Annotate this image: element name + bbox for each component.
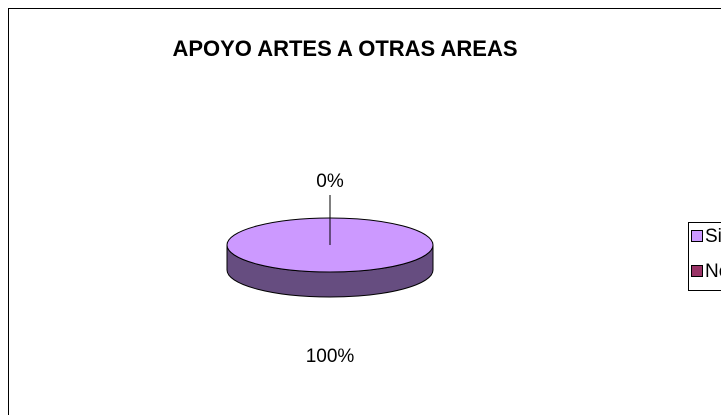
data-label: 0% — [316, 171, 344, 192]
legend-swatch — [692, 231, 703, 242]
legend-label: Si — [705, 226, 721, 247]
legend-label: No — [705, 261, 721, 282]
legend-swatch — [692, 266, 703, 277]
chart-frame — [9, 9, 721, 416]
chart-title: APOYO ARTES A OTRAS AREAS — [172, 36, 517, 61]
data-label: 100% — [306, 346, 355, 367]
